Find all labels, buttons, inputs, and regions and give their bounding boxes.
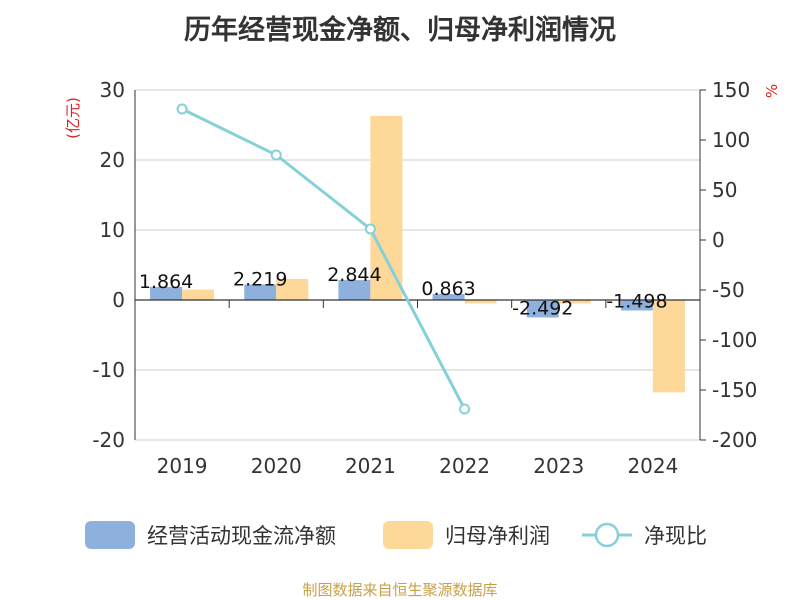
bar-net-profit [276, 279, 309, 300]
y-right-unit-label: % [763, 84, 781, 98]
legend-swatch [383, 521, 433, 549]
bar-cash-flow-label: -2.492 [512, 297, 573, 319]
legend-marker [594, 522, 620, 548]
ratio-point [364, 223, 376, 235]
legend-label: 归母净利润 [445, 524, 550, 548]
ratio-polyline [181, 107, 466, 410]
bar-cash-flow-label: 2.844 [327, 264, 381, 286]
x-tick-label: 2023 [533, 454, 584, 478]
bar-cash-flow [338, 280, 371, 300]
gridlines [135, 89, 700, 441]
bar-cash-flow [150, 286, 183, 300]
ratio-line [176, 103, 471, 415]
y-left-tick-label: 0 [112, 288, 125, 312]
y-left-unit-label: (亿元) [64, 97, 82, 139]
y-left-tick-label: 20 [100, 148, 125, 172]
x-tick-label: 2021 [345, 454, 396, 478]
y-right-tick-label: -200 [712, 428, 757, 452]
y-right-tick-label: 150 [712, 78, 750, 102]
y-right-tick-label: 100 [712, 128, 750, 152]
legend-swatch [85, 521, 135, 549]
y-right-tick-label: -100 [712, 328, 757, 352]
bar-cash-flow-label: -1.498 [606, 290, 667, 312]
x-tick-label: 2022 [439, 454, 490, 478]
bar-net-profit [182, 289, 215, 300]
y-left-tick-label: -10 [92, 358, 125, 382]
y-right-tick-label: -150 [712, 378, 757, 402]
legend: 经营活动现金流净额 归母净利润 净现比 [85, 521, 707, 549]
bar-cash-flow [526, 300, 559, 318]
tick-labels: 3020100-10-20150100500-50-100-150-200(亿元… [64, 78, 781, 478]
ratio-point [459, 403, 471, 415]
data-labels: 1.864 2.219 2.844 0.863 -2.492 -1.498 [139, 264, 668, 319]
legend-label: 净现比 [644, 524, 707, 548]
y-left-tick-label: 30 [100, 78, 125, 102]
y-right-tick-label: 0 [712, 228, 725, 252]
y-right-tick-label: 50 [712, 178, 737, 202]
bar-cash-flow [620, 300, 653, 311]
x-tick-label: 2019 [157, 454, 208, 478]
bar-net-profit [558, 300, 591, 304]
y-left-tick-label: -20 [92, 428, 125, 452]
data-source-note: 制图数据来自恒生聚源数据库 [302, 581, 498, 599]
ratio-point [270, 149, 282, 161]
bar-net-profit [370, 115, 403, 301]
bar-cash-flow-label: 2.219 [233, 268, 287, 290]
bar-cash-flow [432, 293, 465, 300]
bar-cash-flow-label: 0.863 [421, 278, 475, 300]
chart-title: 历年经营现金净额、归母净利润情况 [184, 15, 616, 46]
legend-label: 经营活动现金流净额 [147, 524, 336, 548]
bar-net-profit [652, 300, 685, 393]
y-left-tick-label: 10 [100, 218, 125, 242]
bar-cash-flow-label: 1.864 [139, 271, 193, 293]
bar-cash-flow [244, 284, 277, 300]
y-right-tick-label: -50 [712, 278, 745, 302]
bars [150, 115, 685, 393]
x-tick-label: 2024 [627, 454, 678, 478]
x-tick-label: 2020 [251, 454, 302, 478]
bar-net-profit [464, 300, 497, 304]
axes [134, 89, 706, 441]
ratio-point [176, 103, 188, 115]
